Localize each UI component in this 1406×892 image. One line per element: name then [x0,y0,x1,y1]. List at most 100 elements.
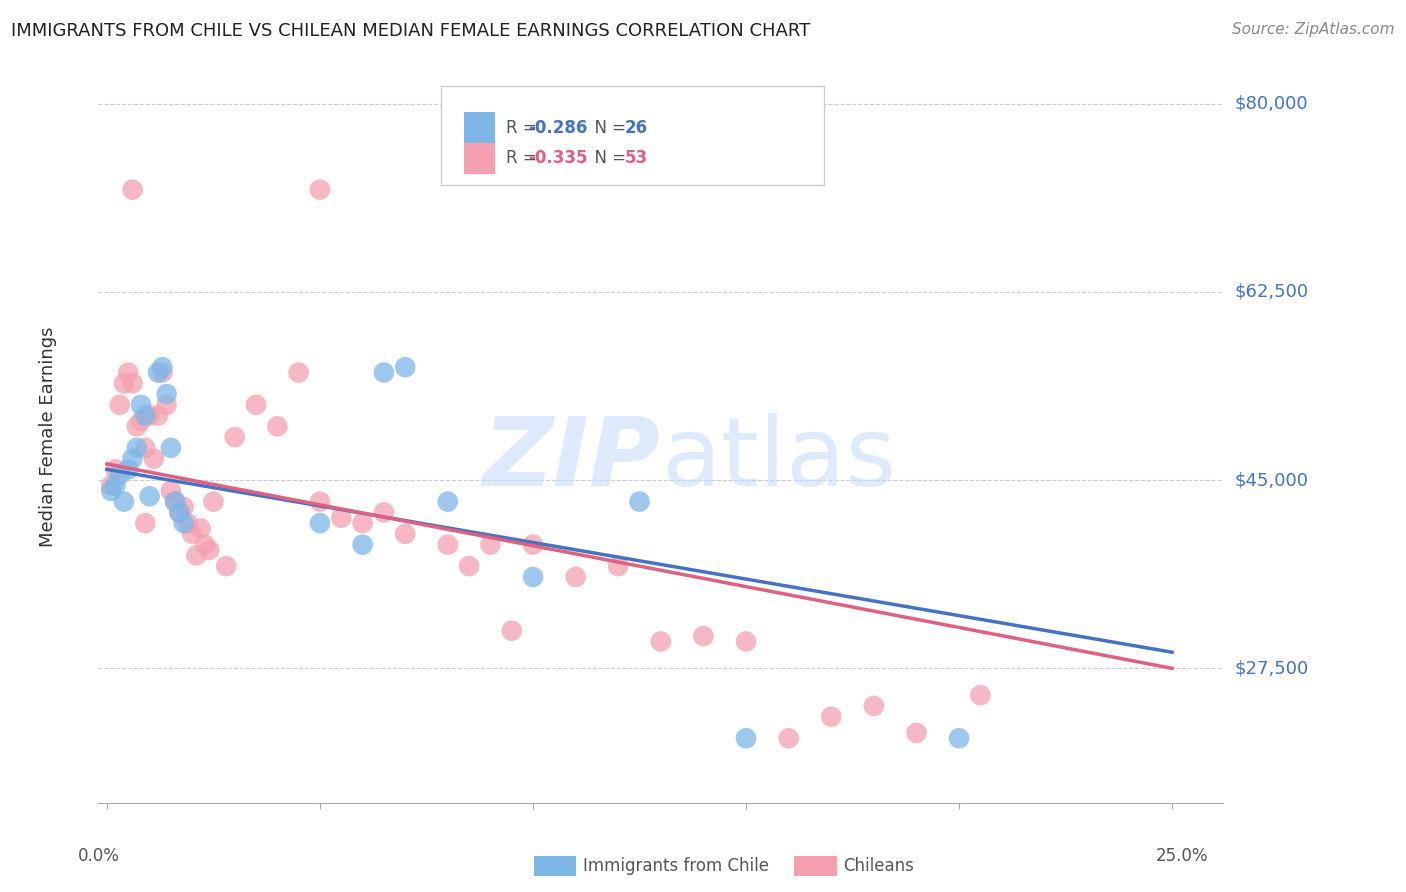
Point [112,494,135,508]
Text: IMMIGRANTS FROM CHILE VS CHILEAN MEDIAN FEMALE EARNINGS CORRELATION CHART: IMMIGRANTS FROM CHILE VS CHILEAN MEDIAN … [11,22,810,40]
Point [224,430,246,444]
Point [309,516,332,530]
Point [165,494,187,508]
Text: 25.0%: 25.0% [1156,847,1208,864]
Point [309,183,332,197]
Point [202,494,225,508]
Text: 0.0%: 0.0% [77,847,120,864]
Point [778,731,800,746]
Point [628,494,651,508]
Point [352,516,374,530]
FancyBboxPatch shape [464,112,495,143]
Point [134,516,156,530]
Point [186,549,208,563]
Point [522,570,544,584]
Point [146,409,169,423]
Point [287,366,309,380]
Point [735,731,758,746]
Point [436,538,458,552]
FancyBboxPatch shape [464,143,495,174]
Point [169,505,191,519]
Text: R =: R = [506,149,541,168]
Text: Median Female Earnings: Median Female Earnings [39,326,56,548]
Point [129,414,152,428]
Point [104,478,127,492]
Point [121,376,143,391]
Point [458,559,481,574]
Point [352,538,374,552]
Point [969,688,991,702]
Point [394,360,416,375]
FancyBboxPatch shape [441,86,824,185]
Point [245,398,267,412]
Text: $62,500: $62,500 [1234,283,1309,301]
Text: -0.335: -0.335 [529,149,588,168]
Point [155,398,177,412]
Point [373,505,395,519]
Text: Chileans: Chileans [844,857,914,875]
Text: ZIP: ZIP [482,412,661,506]
Point [309,494,332,508]
Point [121,451,143,466]
Point [905,726,928,740]
Text: $80,000: $80,000 [1234,95,1308,112]
Point [104,462,127,476]
Point [190,521,212,535]
Point [100,483,122,498]
Point [820,710,842,724]
Point [169,505,191,519]
Text: atlas: atlas [661,412,896,506]
Point [108,398,131,412]
Point [863,698,886,713]
Text: N =: N = [585,149,631,168]
Point [501,624,523,638]
Point [108,467,131,482]
Point [607,559,630,574]
Point [134,441,156,455]
Point [125,419,148,434]
Point [173,516,195,530]
Point [522,538,544,552]
Point [134,409,156,423]
Text: R =: R = [506,119,541,136]
Point [173,500,195,514]
Point [215,559,238,574]
Point [112,376,135,391]
Text: $45,000: $45,000 [1234,471,1309,489]
Point [125,441,148,455]
Point [146,366,169,380]
Point [155,387,177,401]
Text: 53: 53 [624,149,648,168]
Point [100,478,122,492]
Point [735,634,758,648]
Point [150,360,173,375]
Point [564,570,586,584]
Point [373,366,395,380]
Point [117,462,139,476]
Point [138,409,160,423]
Text: Immigrants from Chile: Immigrants from Chile [583,857,769,875]
Point [160,483,183,498]
Text: Source: ZipAtlas.com: Source: ZipAtlas.com [1232,22,1395,37]
Point [330,510,353,524]
Point [129,398,152,412]
Point [142,451,165,466]
Text: -0.286: -0.286 [529,119,588,136]
Text: N =: N = [585,119,631,136]
Point [436,494,458,508]
Point [394,527,416,541]
Point [160,441,183,455]
Point [692,629,714,643]
Point [121,183,143,197]
Point [948,731,970,746]
Point [177,516,200,530]
Point [194,538,217,552]
Text: $27,500: $27,500 [1234,659,1309,677]
Point [198,543,221,558]
Point [117,366,139,380]
Point [479,538,502,552]
Point [150,366,173,380]
Point [650,634,672,648]
Point [165,494,187,508]
Point [138,489,160,503]
